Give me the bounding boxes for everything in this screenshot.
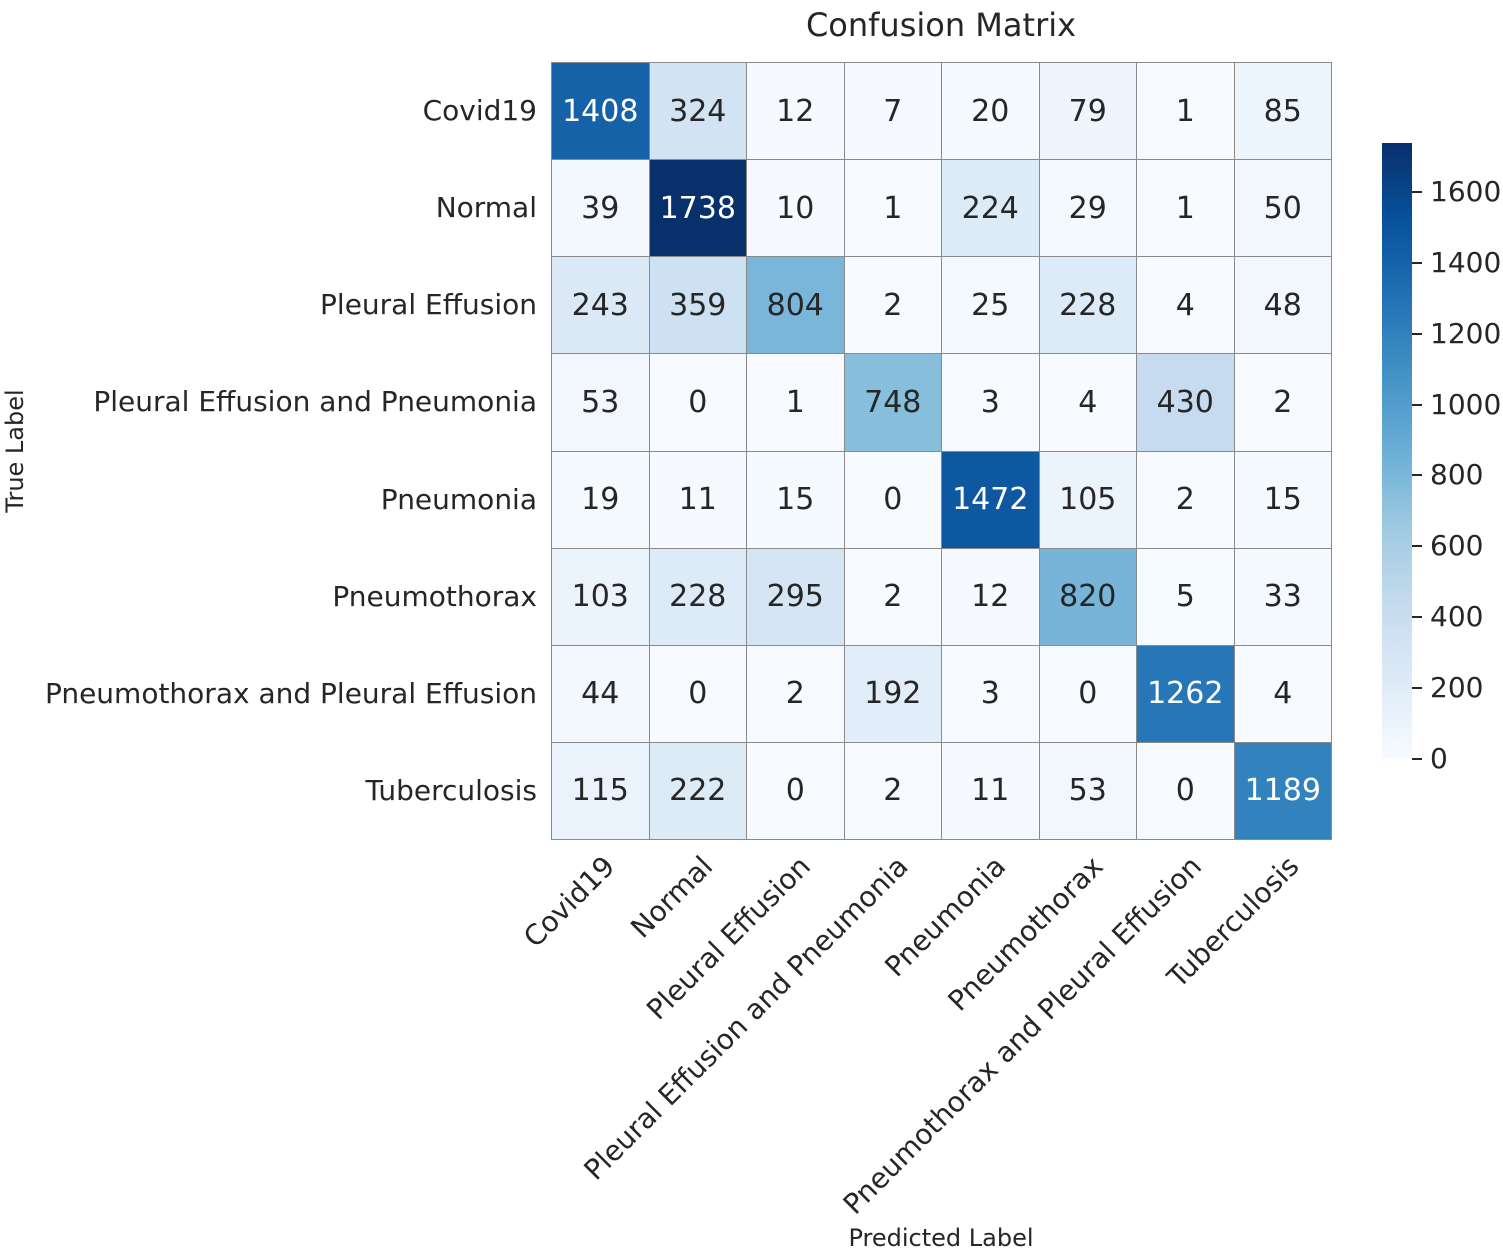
heatmap-cell: 228 bbox=[649, 548, 746, 645]
heatmap-cell: 1738 bbox=[649, 160, 746, 257]
col-tick-label: Normal bbox=[624, 849, 720, 945]
colorbar-tick-label: 400 bbox=[1430, 600, 1484, 634]
colorbar-tick-mark bbox=[1412, 332, 1422, 335]
heatmap-cell: 19 bbox=[552, 451, 649, 548]
heatmap-cell: 33 bbox=[1234, 548, 1331, 645]
chart-title: Confusion Matrix bbox=[805, 6, 1077, 44]
heatmap-cell: 222 bbox=[649, 742, 746, 839]
heatmap-cell: 20 bbox=[942, 63, 1039, 160]
colorbar-tick-label: 1200 bbox=[1430, 316, 1502, 350]
colorbar-tick-mark bbox=[1412, 190, 1422, 193]
heatmap-cell: 12 bbox=[942, 548, 1039, 645]
heatmap-cell: 1 bbox=[747, 354, 844, 451]
heatmap-cell: 1262 bbox=[1137, 645, 1234, 742]
heatmap-grid: 1408 324 12 7 20 79 1 85 39 1738 10 1 224 29 1 50 243 359… bbox=[551, 62, 1332, 840]
heatmap-cell: 2 bbox=[747, 645, 844, 742]
row-tick-label: Pneumonia bbox=[380, 482, 537, 516]
heatmap-cell: 15 bbox=[1234, 451, 1331, 548]
heatmap-cell: 10 bbox=[747, 160, 844, 257]
colorbar-tick-label: 0 bbox=[1430, 741, 1448, 775]
row-tick-label: Pleural Effusion and Pneumonia bbox=[93, 385, 537, 419]
colorbar-tick-mark bbox=[1412, 616, 1422, 619]
colorbar-tick-mark bbox=[1412, 758, 1422, 760]
heatmap-cell: 48 bbox=[1234, 257, 1331, 354]
heatmap-cell: 4 bbox=[1234, 645, 1331, 742]
heatmap-cell: 115 bbox=[552, 742, 649, 839]
row-tick-label: Pneumothorax bbox=[332, 579, 537, 613]
colorbar-gradient bbox=[1382, 143, 1412, 759]
heatmap-cell: 804 bbox=[747, 257, 844, 354]
colorbar-tick-label: 1600 bbox=[1430, 174, 1502, 208]
heatmap-cell: 1 bbox=[1137, 160, 1234, 257]
heatmap-cell: 0 bbox=[844, 451, 941, 548]
x-axis-label: Predicted Label bbox=[848, 1224, 1034, 1252]
heatmap-cell: 228 bbox=[1039, 257, 1136, 354]
heatmap-cell: 7 bbox=[844, 63, 941, 160]
heatmap-cell: 1189 bbox=[1234, 742, 1331, 839]
heatmap-cell: 0 bbox=[649, 354, 746, 451]
heatmap-cell: 50 bbox=[1234, 160, 1331, 257]
colorbar-tick-label: 1400 bbox=[1430, 245, 1502, 279]
heatmap-cell: 324 bbox=[649, 63, 746, 160]
heatmap-cell: 53 bbox=[1039, 742, 1136, 839]
colorbar-tick-mark bbox=[1412, 403, 1422, 406]
heatmap-cell: 2 bbox=[844, 257, 941, 354]
heatmap-cell: 3 bbox=[942, 645, 1039, 742]
heatmap-cell: 85 bbox=[1234, 63, 1331, 160]
heatmap-cell: 2 bbox=[844, 548, 941, 645]
colorbar-tick-mark bbox=[1412, 474, 1422, 477]
row-tick-label: Pleural Effusion bbox=[320, 287, 537, 321]
heatmap-cell: 5 bbox=[1137, 548, 1234, 645]
heatmap-cell: 44 bbox=[552, 645, 649, 742]
heatmap-cell: 748 bbox=[844, 354, 941, 451]
heatmap-cell: 0 bbox=[747, 742, 844, 839]
heatmap-cell: 11 bbox=[649, 451, 746, 548]
col-tick-label: Pneumothorax and Pleural Effusion bbox=[836, 849, 1208, 1221]
heatmap-cell: 295 bbox=[747, 548, 844, 645]
heatmap-cell: 1472 bbox=[942, 451, 1039, 548]
colorbar-tick-label: 200 bbox=[1430, 670, 1484, 704]
heatmap-cell: 53 bbox=[552, 354, 649, 451]
heatmap-cell: 192 bbox=[844, 645, 941, 742]
heatmap-cell: 79 bbox=[1039, 63, 1136, 160]
heatmap-cell: 11 bbox=[942, 742, 1039, 839]
heatmap-cell: 3 bbox=[942, 354, 1039, 451]
heatmap-cell: 29 bbox=[1039, 160, 1136, 257]
heatmap-cell: 1408 bbox=[552, 63, 649, 160]
heatmap-cell: 0 bbox=[1039, 645, 1136, 742]
heatmap-cell: 0 bbox=[1137, 742, 1234, 839]
heatmap-cell: 224 bbox=[942, 160, 1039, 257]
heatmap-cell: 39 bbox=[552, 160, 649, 257]
heatmap-cell: 105 bbox=[1039, 451, 1136, 548]
colorbar-tick-mark bbox=[1412, 687, 1422, 690]
heatmap-cell: 430 bbox=[1137, 354, 1234, 451]
heatmap-cell: 0 bbox=[649, 645, 746, 742]
heatmap-cell: 1 bbox=[1137, 63, 1234, 160]
row-tick-label: Pneumothorax and Pleural Effusion bbox=[44, 676, 537, 710]
colorbar-tick-label: 800 bbox=[1430, 458, 1484, 492]
colorbar-tick-mark bbox=[1412, 261, 1422, 264]
heatmap-cell: 25 bbox=[942, 257, 1039, 354]
heatmap-cell: 820 bbox=[1039, 548, 1136, 645]
heatmap-cell: 243 bbox=[552, 257, 649, 354]
heatmap-cell: 2 bbox=[844, 742, 941, 839]
heatmap-cell: 15 bbox=[747, 451, 844, 548]
heatmap-cell: 4 bbox=[1137, 257, 1234, 354]
row-tick-label: Covid19 bbox=[422, 93, 537, 127]
heatmap-cell: 2 bbox=[1234, 354, 1331, 451]
row-tick-label: Normal bbox=[435, 190, 537, 224]
heatmap-cell: 103 bbox=[552, 548, 649, 645]
y-axis-label: True Label bbox=[1, 389, 29, 513]
heatmap-cell: 2 bbox=[1137, 451, 1234, 548]
colorbar-tick-mark bbox=[1412, 545, 1422, 548]
colorbar-tick-label: 600 bbox=[1430, 529, 1484, 563]
heatmap-cell: 4 bbox=[1039, 354, 1136, 451]
row-tick-label: Tuberculosis bbox=[365, 774, 538, 808]
heatmap-cell: 359 bbox=[649, 257, 746, 354]
heatmap-cell: 12 bbox=[747, 63, 844, 160]
colorbar-tick-label: 1000 bbox=[1430, 387, 1502, 421]
heatmap-cell: 1 bbox=[844, 160, 941, 257]
col-tick-label: Covid19 bbox=[517, 849, 622, 954]
